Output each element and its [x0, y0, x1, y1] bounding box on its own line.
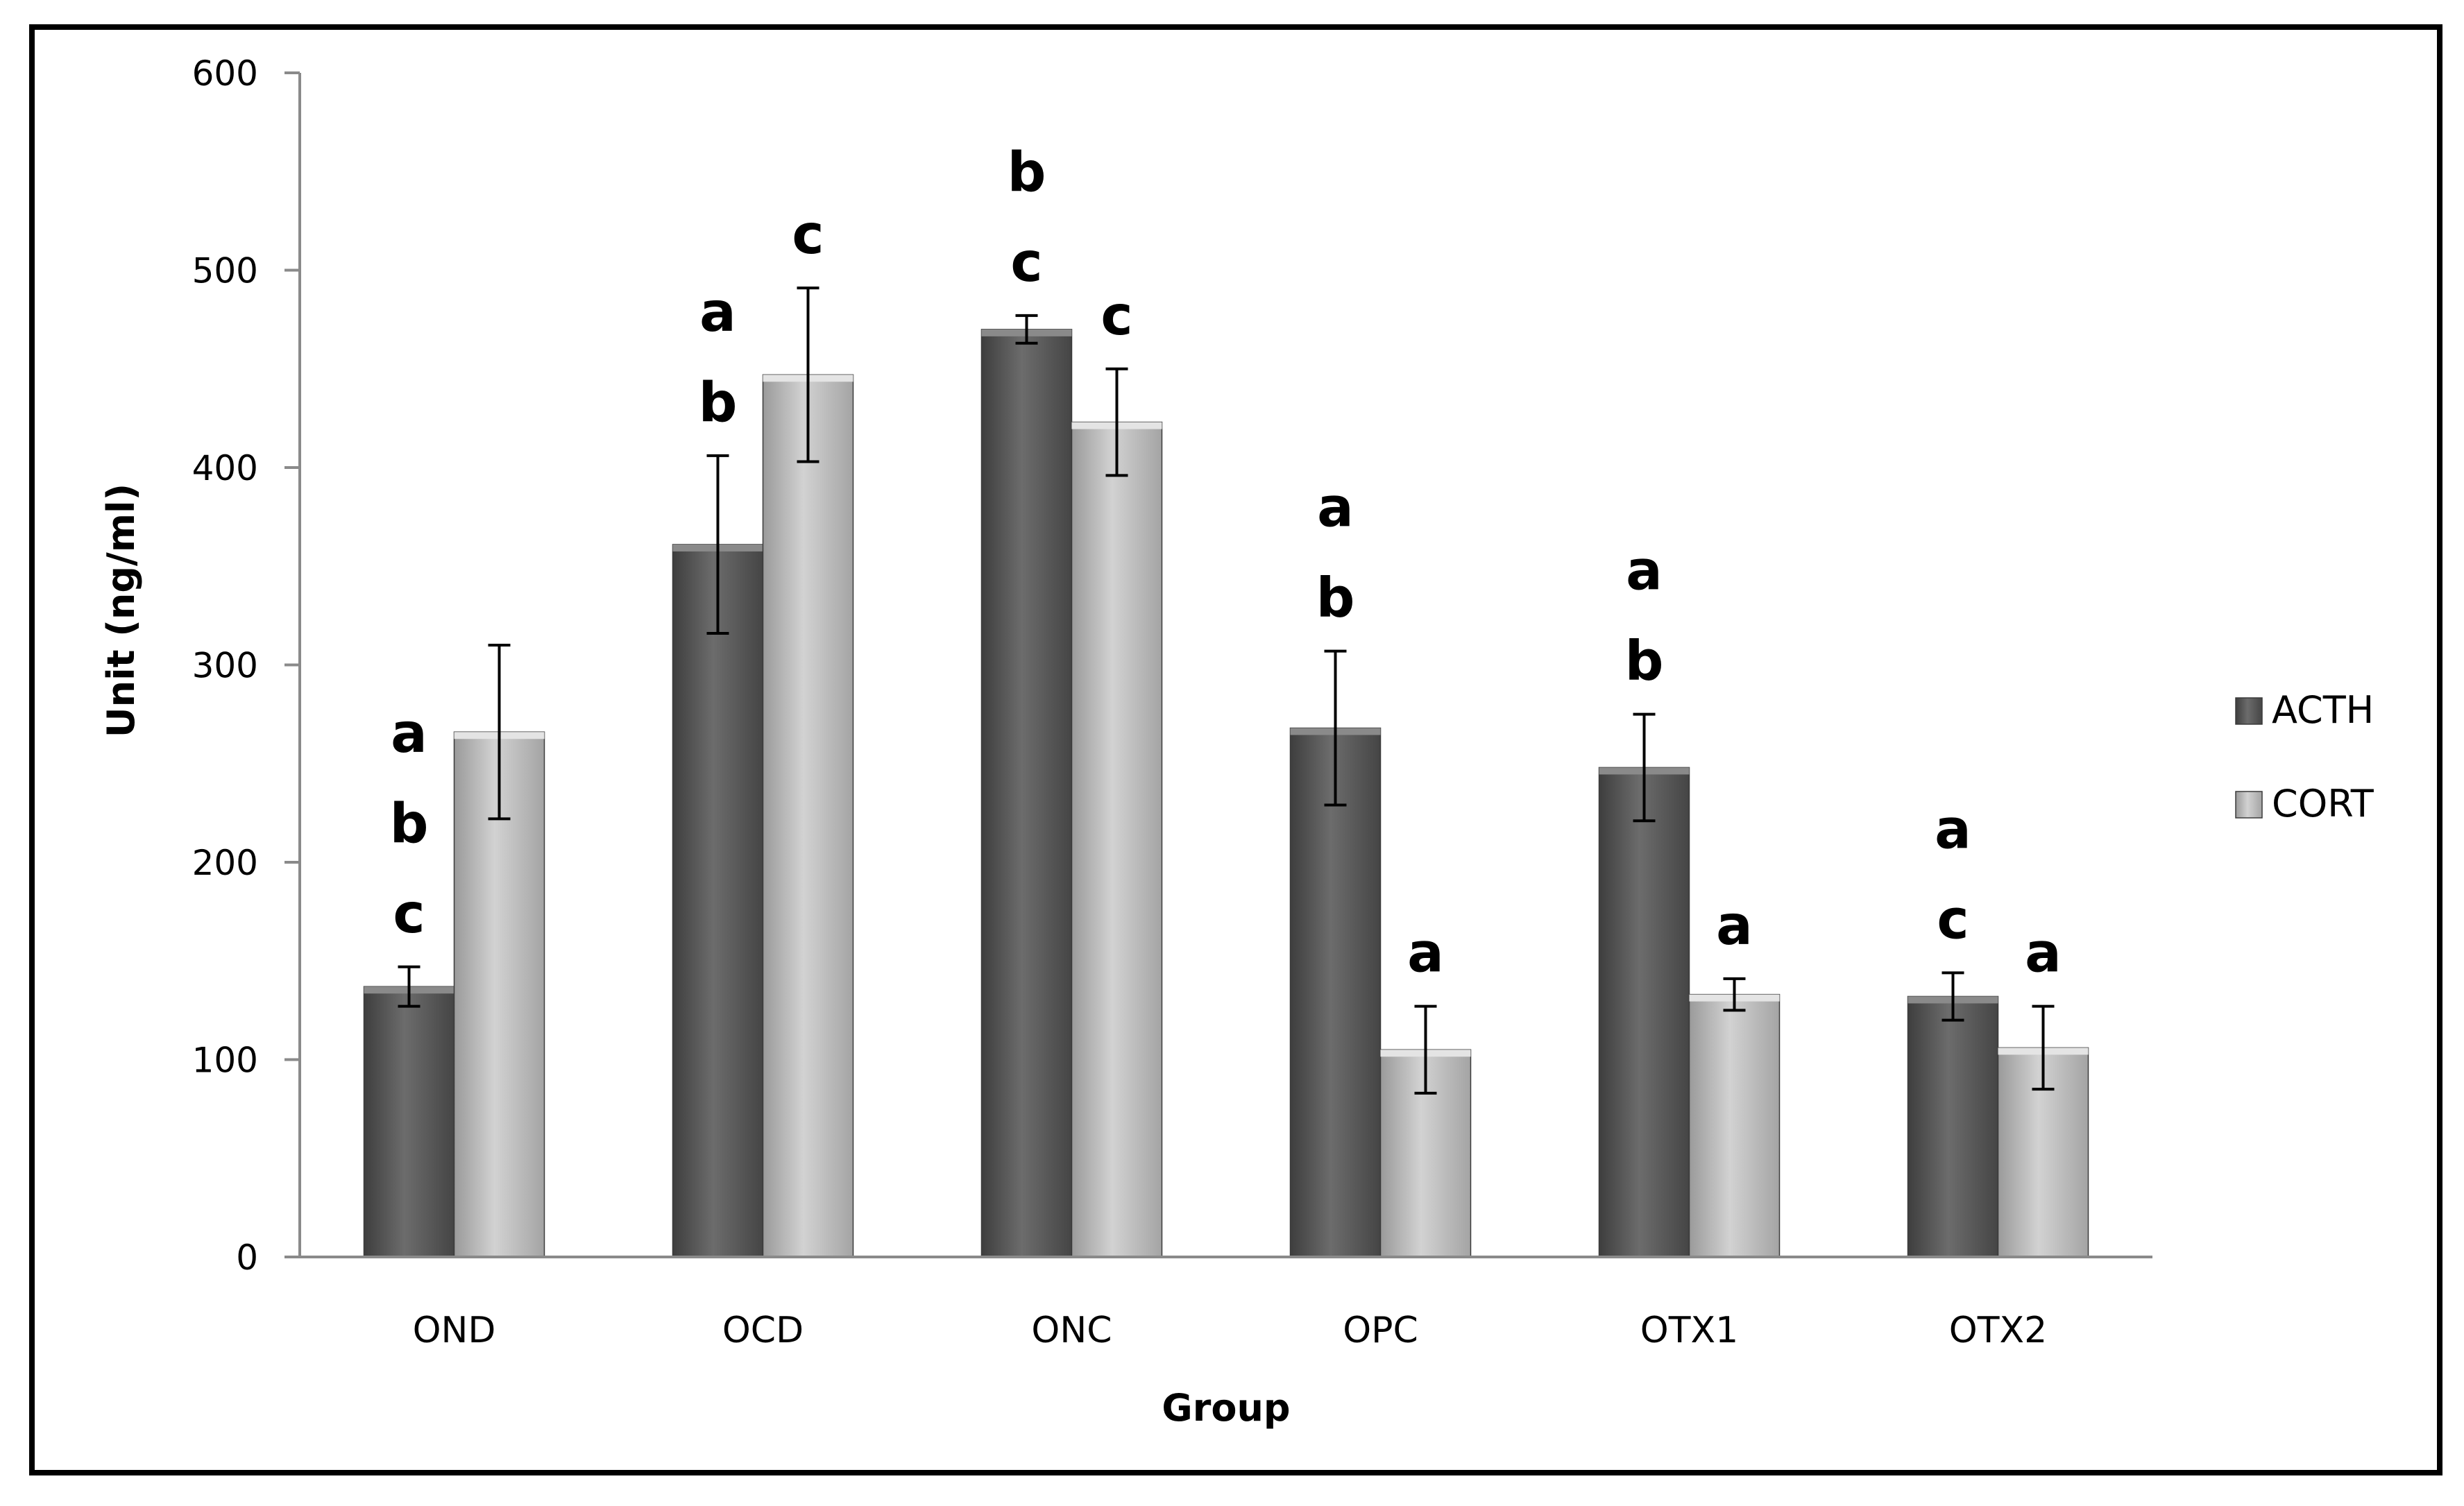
error-bar-acth — [398, 965, 420, 1008]
significance-letter: a — [391, 703, 427, 765]
bar-acth — [1907, 995, 1999, 1258]
bar-acth — [1598, 767, 1690, 1258]
y-tick-label: 400 — [192, 448, 258, 488]
error-bar-cort — [1105, 367, 1128, 477]
significance-letter: a — [1935, 798, 1971, 861]
bar-acth — [1289, 727, 1382, 1258]
significance-letter: b — [390, 793, 429, 855]
error-bar-cort — [1414, 1004, 1437, 1095]
legend-label-cort: CORT — [2272, 782, 2374, 825]
y-tick-label: 200 — [192, 843, 258, 883]
x-tick-label: OCD — [722, 1310, 804, 1351]
significance-letter: a — [699, 282, 736, 344]
significance-letter: c — [792, 204, 824, 266]
legend-swatch-acth — [2235, 697, 2263, 725]
y-tick-label: 100 — [192, 1041, 258, 1081]
significance-letter: c — [1010, 232, 1042, 294]
significance-letter: a — [1317, 477, 1354, 540]
bar-acth — [980, 329, 1073, 1258]
bar-acth — [363, 986, 455, 1258]
y-tick-label: 600 — [192, 53, 258, 94]
y-tick-label: 300 — [192, 646, 258, 686]
y-tick-label: 500 — [192, 251, 258, 291]
x-tick-label: OTX2 — [1949, 1310, 2047, 1351]
legend-swatch-cort — [2235, 791, 2263, 819]
x-tick-label: OTX1 — [1640, 1310, 1738, 1351]
error-bar-cort — [1723, 977, 1746, 1012]
x-tick-label: OND — [413, 1310, 496, 1351]
error-bar-cort — [797, 286, 819, 463]
bar-cort — [1071, 421, 1163, 1258]
significance-letter: b — [1008, 142, 1046, 204]
bar-acth — [672, 544, 764, 1258]
significance-letter: a — [2025, 923, 2062, 985]
significance-letter: c — [1937, 889, 1969, 951]
y-axis-title: Unit (ng/ml) — [99, 484, 143, 737]
error-bar-cort — [2032, 1004, 2055, 1091]
significance-letter: c — [1101, 285, 1132, 348]
error-bar-acth — [1942, 971, 1964, 1022]
x-tick-label: OPC — [1343, 1310, 1418, 1351]
legend-label-acth: ACTH — [2272, 688, 2374, 732]
bar-cort — [762, 374, 854, 1258]
legend: ACTH CORT — [2235, 688, 2374, 825]
significance-letter: c — [393, 883, 425, 945]
significance-letter: a — [1716, 895, 1753, 957]
x-tick-label: ONC — [1031, 1310, 1112, 1351]
significance-letter: a — [1626, 540, 1663, 603]
bar-cort — [1688, 993, 1781, 1258]
significance-letter: a — [1407, 923, 1444, 985]
significance-letter: b — [1625, 631, 1664, 693]
error-bar-cort — [488, 644, 511, 821]
error-bar-acth — [1633, 712, 1656, 823]
error-bar-acth — [1324, 649, 1347, 807]
x-axis-title: Group — [1162, 1386, 1290, 1430]
error-bar-acth — [706, 454, 729, 635]
significance-letter: b — [699, 372, 738, 434]
error-bar-acth — [1015, 314, 1038, 345]
significance-letter: b — [1316, 567, 1355, 630]
y-tick-label: 0 — [236, 1238, 258, 1278]
